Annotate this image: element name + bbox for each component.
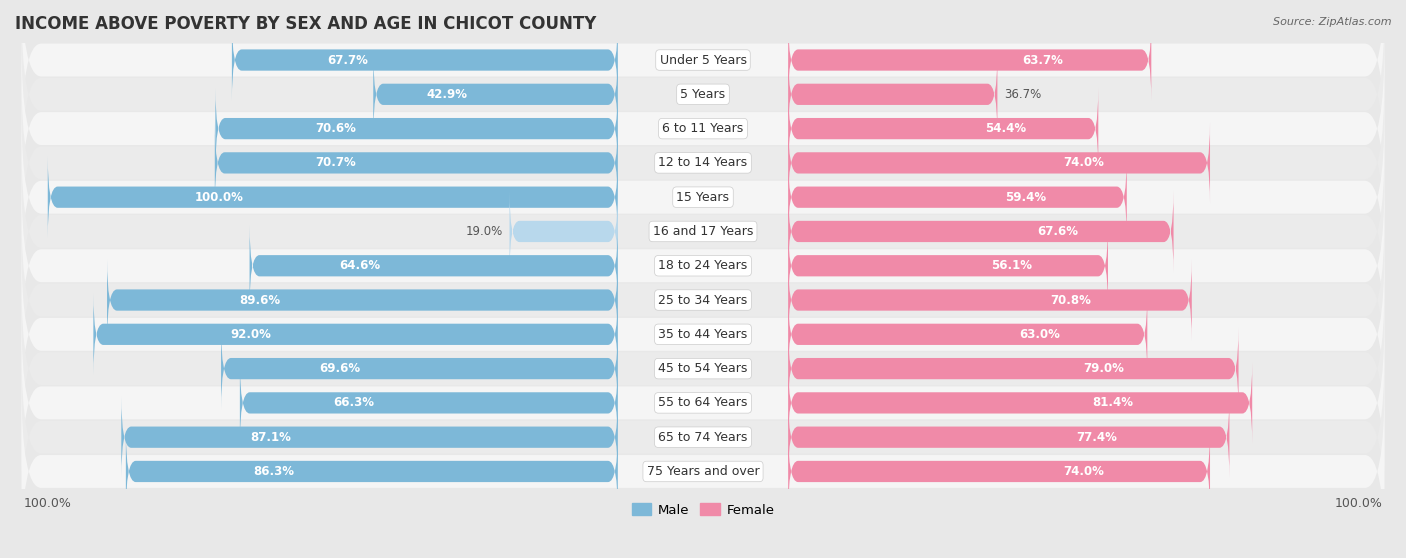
Text: 56.1%: 56.1%	[991, 259, 1032, 272]
Text: 89.6%: 89.6%	[239, 294, 281, 306]
FancyBboxPatch shape	[789, 191, 1174, 272]
Text: 64.6%: 64.6%	[339, 259, 381, 272]
FancyBboxPatch shape	[789, 431, 1211, 512]
FancyBboxPatch shape	[789, 259, 1192, 341]
Text: 63.0%: 63.0%	[1019, 328, 1060, 341]
FancyBboxPatch shape	[21, 214, 1385, 387]
Text: 65 to 74 Years: 65 to 74 Years	[658, 431, 748, 444]
Text: 70.8%: 70.8%	[1050, 294, 1091, 306]
Text: 18 to 24 Years: 18 to 24 Years	[658, 259, 748, 272]
FancyBboxPatch shape	[48, 156, 617, 238]
Text: 100.0%: 100.0%	[194, 191, 243, 204]
Text: 69.6%: 69.6%	[319, 362, 361, 375]
Text: INCOME ABOVE POVERTY BY SEX AND AGE IN CHICOT COUNTY: INCOME ABOVE POVERTY BY SEX AND AGE IN C…	[15, 15, 596, 33]
FancyBboxPatch shape	[127, 431, 617, 512]
FancyBboxPatch shape	[789, 396, 1229, 478]
FancyBboxPatch shape	[21, 351, 1385, 523]
Text: 86.3%: 86.3%	[253, 465, 294, 478]
FancyBboxPatch shape	[249, 225, 617, 306]
Legend: Male, Female: Male, Female	[626, 498, 780, 522]
FancyBboxPatch shape	[21, 111, 1385, 283]
FancyBboxPatch shape	[789, 88, 1098, 170]
Text: 87.1%: 87.1%	[250, 431, 291, 444]
FancyBboxPatch shape	[93, 294, 617, 375]
Text: 75 Years and over: 75 Years and over	[647, 465, 759, 478]
Text: 59.4%: 59.4%	[1005, 191, 1046, 204]
FancyBboxPatch shape	[789, 328, 1239, 410]
FancyBboxPatch shape	[373, 54, 617, 135]
FancyBboxPatch shape	[21, 8, 1385, 181]
Text: 45 to 54 Years: 45 to 54 Years	[658, 362, 748, 375]
Text: Source: ZipAtlas.com: Source: ZipAtlas.com	[1274, 17, 1392, 27]
Text: 35 to 44 Years: 35 to 44 Years	[658, 328, 748, 341]
FancyBboxPatch shape	[789, 122, 1211, 204]
Text: 67.7%: 67.7%	[328, 54, 368, 66]
FancyBboxPatch shape	[509, 191, 617, 272]
Text: 70.7%: 70.7%	[315, 156, 356, 170]
Text: 6 to 11 Years: 6 to 11 Years	[662, 122, 744, 135]
Text: 92.0%: 92.0%	[231, 328, 271, 341]
Text: 67.6%: 67.6%	[1038, 225, 1078, 238]
FancyBboxPatch shape	[21, 145, 1385, 318]
FancyBboxPatch shape	[121, 396, 617, 478]
Text: 19.0%: 19.0%	[465, 225, 503, 238]
Text: 36.7%: 36.7%	[1004, 88, 1042, 101]
FancyBboxPatch shape	[789, 19, 1152, 101]
FancyBboxPatch shape	[215, 88, 617, 170]
FancyBboxPatch shape	[21, 248, 1385, 421]
FancyBboxPatch shape	[21, 282, 1385, 455]
Text: 12 to 14 Years: 12 to 14 Years	[658, 156, 748, 170]
FancyBboxPatch shape	[221, 328, 617, 410]
Text: 74.0%: 74.0%	[1063, 465, 1104, 478]
FancyBboxPatch shape	[789, 156, 1126, 238]
Text: 66.3%: 66.3%	[333, 396, 374, 410]
Text: 55 to 64 Years: 55 to 64 Years	[658, 396, 748, 410]
FancyBboxPatch shape	[789, 362, 1253, 444]
FancyBboxPatch shape	[21, 76, 1385, 249]
FancyBboxPatch shape	[21, 385, 1385, 558]
Text: 15 Years: 15 Years	[676, 191, 730, 204]
Text: 74.0%: 74.0%	[1063, 156, 1104, 170]
Text: 81.4%: 81.4%	[1092, 396, 1133, 410]
FancyBboxPatch shape	[21, 179, 1385, 352]
FancyBboxPatch shape	[107, 259, 617, 341]
Text: 63.7%: 63.7%	[1022, 54, 1063, 66]
Text: Under 5 Years: Under 5 Years	[659, 54, 747, 66]
Text: 25 to 34 Years: 25 to 34 Years	[658, 294, 748, 306]
Text: 77.4%: 77.4%	[1077, 431, 1118, 444]
FancyBboxPatch shape	[240, 362, 617, 444]
Text: 79.0%: 79.0%	[1083, 362, 1123, 375]
Text: 5 Years: 5 Years	[681, 88, 725, 101]
FancyBboxPatch shape	[789, 294, 1147, 375]
Text: 70.6%: 70.6%	[316, 122, 357, 135]
FancyBboxPatch shape	[215, 122, 617, 204]
FancyBboxPatch shape	[789, 54, 997, 135]
FancyBboxPatch shape	[789, 225, 1108, 306]
FancyBboxPatch shape	[21, 0, 1385, 146]
Text: 54.4%: 54.4%	[984, 122, 1026, 135]
FancyBboxPatch shape	[21, 316, 1385, 489]
Text: 42.9%: 42.9%	[426, 88, 467, 101]
Text: 16 and 17 Years: 16 and 17 Years	[652, 225, 754, 238]
FancyBboxPatch shape	[232, 19, 617, 101]
FancyBboxPatch shape	[21, 42, 1385, 215]
